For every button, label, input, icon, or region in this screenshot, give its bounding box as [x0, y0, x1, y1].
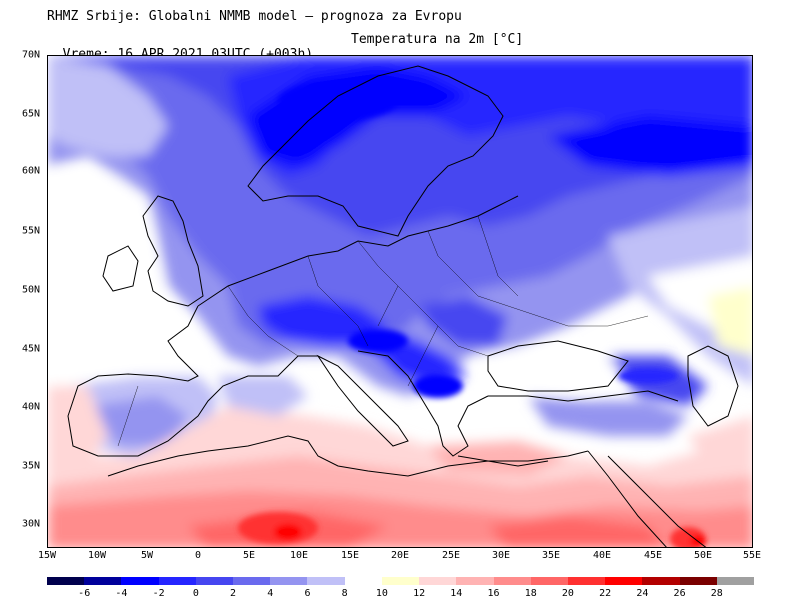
legend-swatch	[195, 577, 234, 585]
lon-label: 15W	[37, 550, 57, 561]
legend-swatch	[270, 577, 308, 585]
lon-label: 35E	[541, 550, 561, 561]
lon-label: 30E	[491, 550, 511, 561]
lon-label: 55E	[742, 550, 762, 561]
lon-label: 20E	[390, 550, 410, 561]
legend-label: -4	[115, 588, 128, 599]
legend-label: -6	[78, 588, 91, 599]
legend-swatch	[381, 577, 420, 585]
lon-label: 10E	[289, 550, 309, 561]
legend-label: -2	[152, 588, 165, 599]
legend-label: 24	[636, 588, 649, 599]
lon-label: 15E	[340, 550, 360, 561]
legend-label: 2	[230, 588, 237, 599]
legend-swatch	[344, 577, 383, 585]
lat-label: 50N	[21, 284, 40, 296]
legend-swatch	[530, 577, 569, 585]
lon-label: 0	[194, 550, 202, 561]
legend-swatch	[307, 577, 346, 585]
legend-swatch	[567, 577, 606, 585]
legend-swatch	[47, 577, 85, 585]
legend-swatch	[233, 577, 271, 585]
legend-label: 22	[599, 588, 612, 599]
legend-label: 18	[524, 588, 537, 599]
lon-label: 25E	[441, 550, 461, 561]
lon-label: 45E	[643, 550, 663, 561]
color-legend	[47, 577, 755, 585]
legend-swatch	[679, 577, 718, 585]
legend-label: 10	[375, 588, 388, 599]
legend-swatch	[456, 577, 495, 585]
legend-label: 28	[710, 588, 723, 599]
lat-label: 70N	[21, 49, 40, 61]
legend-swatch	[493, 577, 532, 585]
legend-swatch	[158, 577, 197, 585]
lat-label: 40N	[21, 401, 40, 413]
legend-label: 8	[341, 588, 348, 599]
lat-label: 55N	[21, 225, 40, 237]
lon-label: 5E	[242, 550, 256, 561]
lon-label: 5W	[140, 550, 154, 561]
country-borders	[117, 215, 649, 447]
lat-label: 65N	[21, 108, 40, 120]
temperature-map	[47, 55, 753, 548]
legend-label: 26	[673, 588, 686, 599]
lon-label: 10W	[87, 550, 107, 561]
hot-spots	[238, 81, 706, 547]
lat-label: 35N	[21, 460, 40, 472]
parameter-label: Temperatura na 2m [°C]	[351, 32, 524, 47]
lon-label: 50E	[693, 550, 713, 561]
legend-label: 4	[267, 588, 274, 599]
map-canvas	[48, 56, 752, 547]
legend-label: 14	[450, 588, 463, 599]
legend-swatch	[605, 577, 643, 585]
legend-label: 20	[561, 588, 574, 599]
legend-label: 12	[413, 588, 426, 599]
legend-swatch	[716, 577, 755, 585]
lat-label: 30N	[21, 518, 40, 530]
legend-label: 6	[304, 588, 311, 599]
map-title: RHMZ Srbije: Globalni NMMB model — progn…	[47, 9, 462, 24]
legend-swatch	[84, 577, 122, 585]
lat-label: 60N	[21, 165, 40, 177]
lat-label: 45N	[21, 343, 40, 355]
legend-swatch	[642, 577, 681, 585]
legend-label: 0	[192, 588, 199, 599]
legend-swatch	[121, 577, 160, 585]
legend-label: 16	[487, 588, 500, 599]
lon-label: 40E	[592, 550, 612, 561]
legend-swatch	[419, 577, 457, 585]
